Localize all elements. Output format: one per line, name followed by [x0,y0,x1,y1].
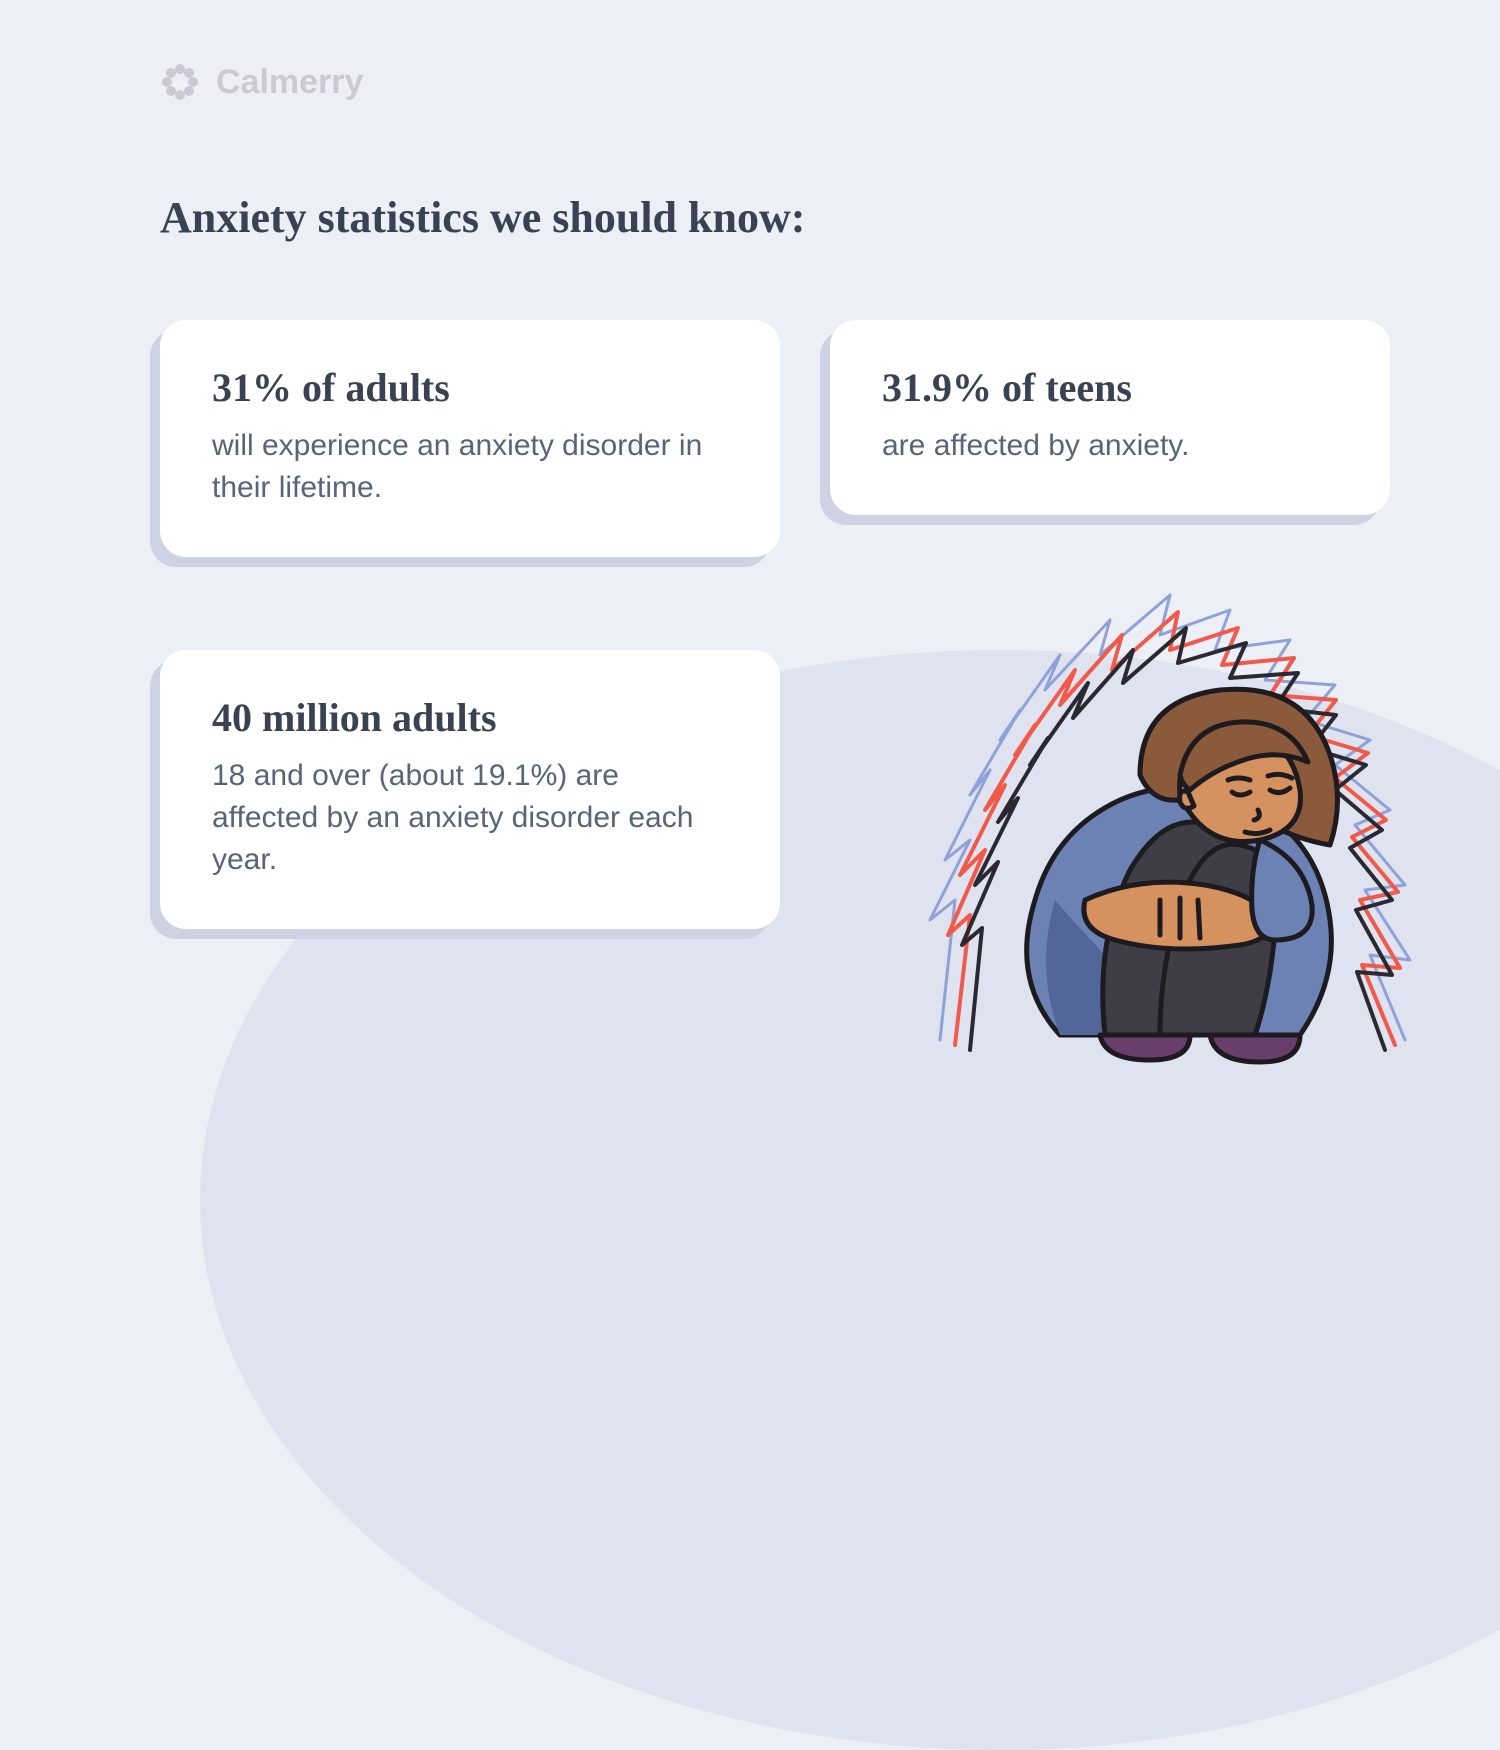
stat-heading: 31% of adults [212,364,728,411]
stat-card-teens: 31.9% of teens are affected by anxiety. [830,320,1390,515]
stat-body: will experience an anxiety disorder in t… [212,425,728,509]
stat-body: 18 and over (about 19.1%) are affected b… [212,755,728,881]
anxiety-person-illustration [860,540,1470,1100]
stat-card-adults-lifetime: 31% of adults will experience an anxiety… [160,320,780,557]
brand-name: Calmerry [216,63,363,102]
stat-card-adults-yearly: 40 million adults 18 and over (about 19.… [160,650,780,929]
stat-heading: 40 million adults [212,694,728,741]
stat-body: are affected by anxiety. [882,425,1338,467]
brand-logo: Calmerry [160,62,363,102]
stat-heading: 31.9% of teens [882,364,1338,411]
flower-icon [160,62,200,102]
page-title: Anxiety statistics we should know: [160,192,805,243]
